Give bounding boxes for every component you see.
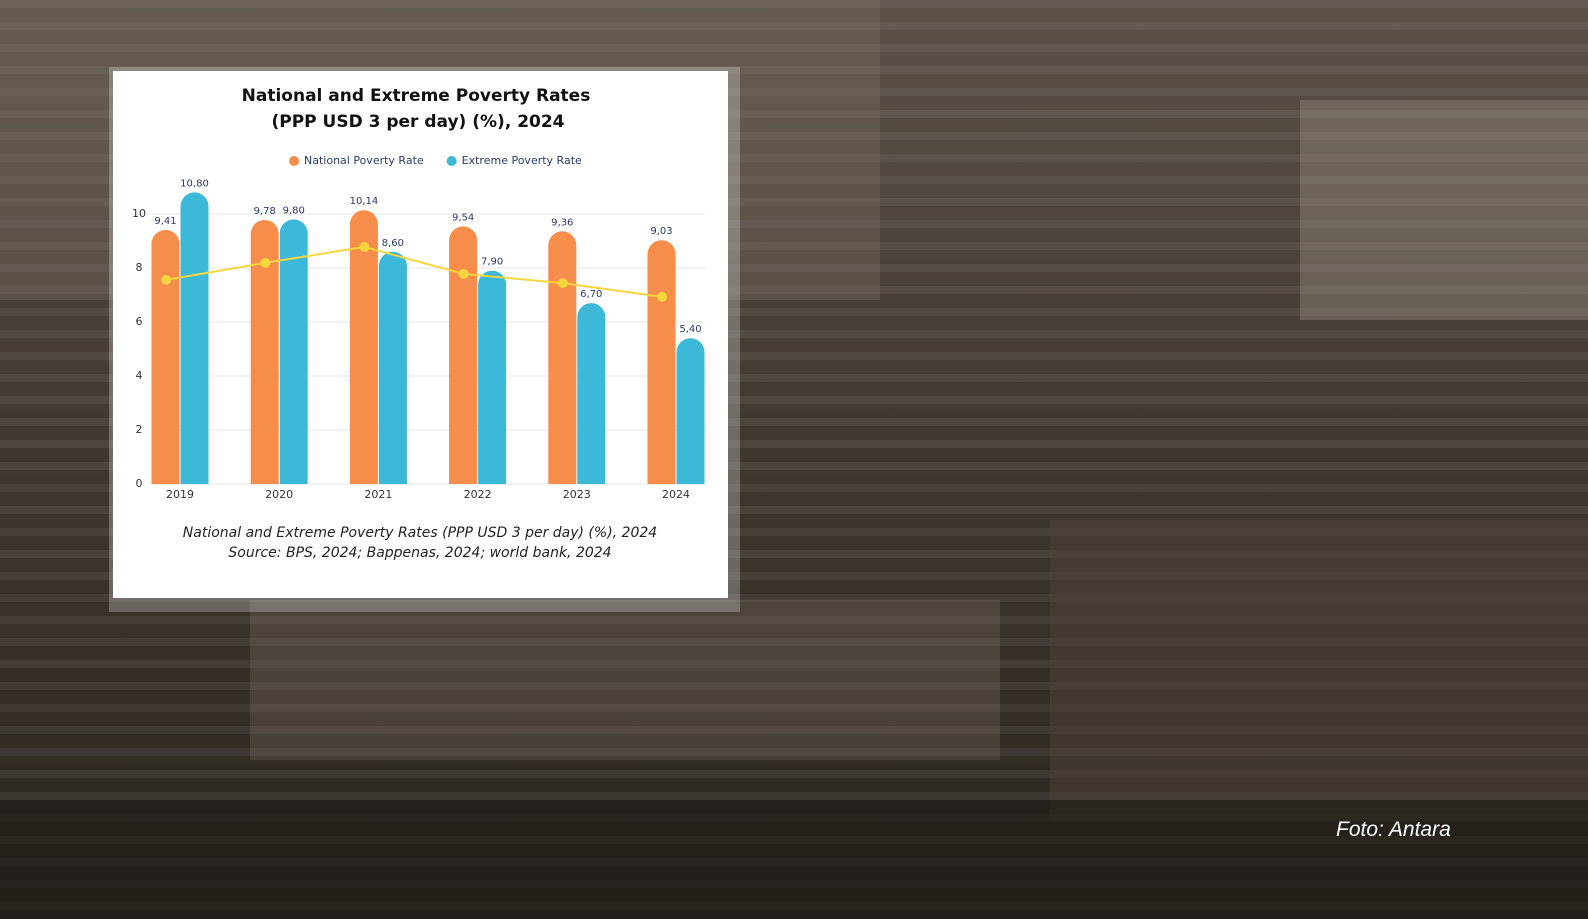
- legend-marker: [446, 156, 457, 166]
- value-label: 9,80: [283, 205, 305, 216]
- value-label: 9,36: [551, 217, 573, 228]
- bar: [250, 219, 279, 484]
- bar: [279, 219, 308, 484]
- bar: [151, 229, 180, 484]
- chart-card: [113, 71, 728, 598]
- bar: [676, 338, 705, 484]
- bar: [478, 270, 507, 484]
- value-label: 9,54: [452, 212, 474, 223]
- x-tick-label: 2023: [563, 488, 591, 501]
- value-label: 9,03: [650, 226, 672, 237]
- legend-marker: [289, 156, 299, 166]
- value-label: 9,41: [154, 216, 176, 227]
- bar: [180, 192, 209, 484]
- caption: National and Extreme Poverty Rates (PPP …: [183, 525, 657, 541]
- bar: [449, 226, 478, 485]
- value-label: 9,78: [254, 206, 276, 217]
- value-label: 5,40: [679, 324, 701, 335]
- trend-point: [359, 241, 370, 252]
- trend-point: [161, 274, 171, 285]
- x-tick-label: 2021: [364, 488, 392, 501]
- bar: [577, 303, 606, 484]
- bar: [548, 231, 577, 484]
- chart-title: National and Extreme Poverty Rates: [242, 86, 591, 106]
- trend-point: [557, 278, 568, 289]
- trend-line: [165, 245, 663, 298]
- x-tick-label: 2022: [464, 488, 492, 501]
- value-label: 10,80: [180, 178, 209, 189]
- bar: [647, 240, 676, 484]
- trend-point: [260, 257, 271, 268]
- y-tick-label: 0: [136, 477, 143, 490]
- y-tick-label: 2: [136, 423, 143, 436]
- y-tick-label: 8: [136, 261, 143, 274]
- source: Source: BPS, 2024; Bappenas, 2024; world…: [228, 545, 611, 561]
- value-label: 6,70: [580, 289, 602, 300]
- photo-credit: Foto: Antara: [1336, 818, 1451, 841]
- value-label: 10,14: [350, 196, 379, 207]
- trend-point: [458, 268, 469, 279]
- bar: [349, 210, 378, 484]
- chart-title: (PPP USD 3 per day) (%), 2024: [271, 112, 564, 132]
- y-tick-label: 10: [132, 207, 146, 220]
- legend-label: National Poverty Rate: [304, 154, 424, 167]
- value-label: 8,60: [382, 238, 404, 249]
- value-label: 7,90: [481, 257, 503, 268]
- y-tick-label: 6: [136, 315, 143, 328]
- legend-label: Extreme Poverty Rate: [462, 154, 582, 167]
- trend-point: [657, 291, 667, 302]
- x-tick-label: 2020: [265, 488, 293, 501]
- y-tick-label: 4: [136, 369, 143, 382]
- bar: [378, 251, 407, 484]
- x-tick-label: 2019: [166, 488, 194, 501]
- x-tick-label: 2024: [662, 488, 690, 501]
